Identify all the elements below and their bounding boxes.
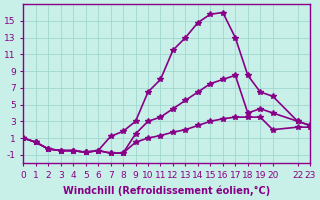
X-axis label: Windchill (Refroidissement éolien,°C): Windchill (Refroidissement éolien,°C)	[63, 185, 270, 196]
